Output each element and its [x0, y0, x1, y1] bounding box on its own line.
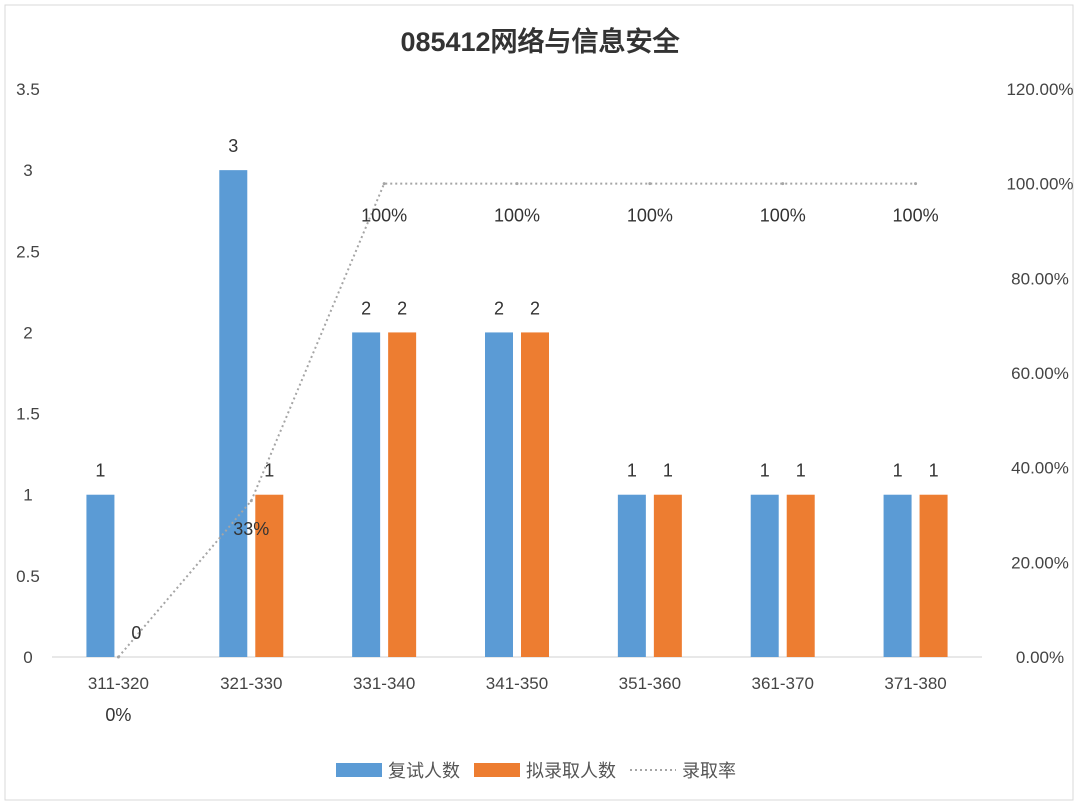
x-tick-label: 371-380	[884, 674, 946, 693]
bar-data-label: 2	[361, 298, 371, 318]
rate-point	[781, 182, 785, 186]
bar-data-label: 1	[264, 461, 274, 481]
y-right-tick-label: 80.00%	[1011, 269, 1069, 288]
bar-series-2	[786, 494, 815, 657]
rate-point	[249, 499, 253, 503]
rate-point	[515, 182, 519, 186]
rate-data-label: 100%	[893, 206, 939, 226]
x-tick-label: 341-350	[486, 674, 548, 693]
rate-point	[382, 182, 386, 186]
bar-series-2	[255, 494, 284, 657]
bar-series-1	[883, 494, 912, 657]
rate-data-label: 33%	[233, 519, 269, 539]
bar-data-label: 2	[530, 298, 540, 318]
bar-series-1	[750, 494, 779, 657]
y-right-tick-label: 100.00%	[1006, 175, 1073, 194]
legend-swatch-series-2	[474, 763, 520, 777]
y-left-tick-label: 1	[23, 486, 32, 505]
y-left-tick-label: 2.5	[16, 242, 40, 261]
legend-label-series-1: 复试人数	[388, 761, 460, 781]
bar-series-2	[388, 332, 417, 657]
rate-point	[116, 655, 120, 659]
bar-series-2	[653, 494, 682, 657]
y-left-tick-label: 2	[23, 323, 32, 342]
bar-series-2	[521, 332, 549, 657]
bar-data-label: 1	[760, 461, 770, 481]
bar-data-label: 2	[494, 298, 504, 318]
rate-point	[914, 182, 918, 186]
bar-data-label: 1	[627, 461, 637, 481]
bar-data-label: 1	[663, 461, 673, 481]
y-left-tick-label: 1.5	[16, 405, 40, 424]
bar-data-label: 1	[893, 461, 903, 481]
bar-data-label: 3	[228, 136, 238, 156]
legend-label-series-3: 录取率	[682, 761, 736, 781]
bar-data-label: 1	[929, 461, 939, 481]
rate-data-label: 100%	[494, 206, 540, 226]
bar-series-1	[86, 494, 115, 657]
bar-series-1	[485, 332, 513, 657]
x-tick-label: 361-370	[752, 674, 814, 693]
bar-data-label: 2	[397, 298, 407, 318]
rate-data-label: 0%	[105, 705, 131, 725]
y-left-tick-label: 0	[23, 648, 32, 667]
y-right-tick-label: 120.00%	[1006, 80, 1073, 99]
bar-data-label: 1	[796, 461, 806, 481]
bar-series-2	[919, 494, 948, 657]
x-tick-label: 321-330	[220, 674, 282, 693]
x-tick-label: 311-320	[88, 674, 149, 693]
rate-data-label: 100%	[760, 206, 806, 226]
rate-point	[648, 182, 652, 186]
chart-title: 085412网络与信息安全	[400, 26, 680, 57]
y-left-tick-label: 3.5	[16, 80, 40, 99]
bar-data-label: 0	[131, 623, 141, 643]
bar-series-1	[617, 494, 646, 657]
legend-swatch-series-1	[336, 763, 382, 777]
bar-series-1	[352, 332, 381, 657]
y-left-tick-label: 3	[23, 161, 32, 180]
y-left-tick-label: 0.5	[16, 567, 40, 586]
bar-data-label: 1	[95, 461, 105, 481]
x-tick-label: 351-360	[619, 674, 681, 693]
x-tick-label: 331-340	[353, 674, 415, 693]
y-right-tick-label: 0.00%	[1016, 648, 1064, 667]
rate-data-label: 100%	[627, 206, 673, 226]
y-right-tick-label: 20.00%	[1011, 553, 1069, 572]
rate-data-label: 100%	[361, 206, 407, 226]
legend-label-series-2: 拟录取人数	[526, 761, 616, 781]
y-right-tick-label: 40.00%	[1011, 459, 1069, 478]
y-right-tick-label: 60.00%	[1011, 364, 1069, 383]
bar-series-1	[219, 170, 248, 657]
